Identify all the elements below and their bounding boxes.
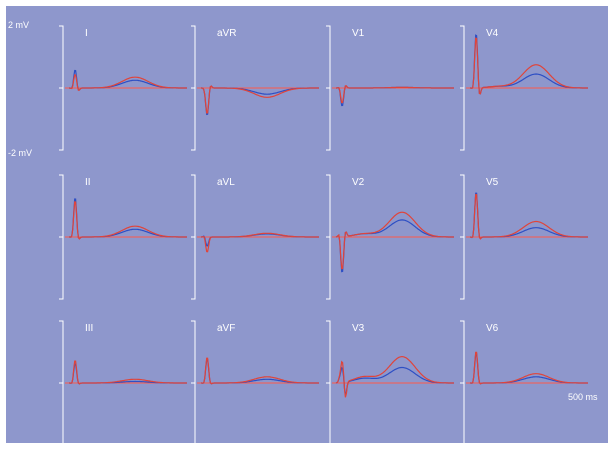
lead-v4: V4 (460, 25, 588, 151)
lead-label: I (85, 28, 88, 39)
lead-label: V3 (352, 323, 365, 334)
lead-trace-blue (69, 363, 187, 385)
lead-label: V5 (486, 177, 499, 188)
lead-avl: aVL (191, 174, 319, 300)
lead-v2: V2 (326, 174, 454, 300)
lead-label: V1 (352, 28, 365, 39)
lead-trace-blue (335, 219, 454, 273)
lead-label: V2 (352, 177, 365, 188)
lead-ii: II (59, 174, 187, 300)
lead-trace-red (201, 232, 319, 253)
lead-trace-red (335, 211, 454, 270)
lead-label: V4 (486, 28, 499, 39)
lead-v5: V5 (460, 174, 588, 300)
lead-trace-blue (470, 353, 588, 385)
lead-trace-blue (69, 198, 187, 240)
lead-axis (191, 320, 196, 443)
lead-trace-red (201, 357, 319, 385)
lead-trace-red (469, 193, 588, 240)
lead-trace-red (68, 74, 187, 91)
lead-axis (59, 320, 64, 443)
scale-bottom-label: -2 mV (8, 148, 32, 158)
lead-axis (326, 320, 331, 443)
lead-trace-blue (335, 366, 454, 396)
lead-label: aVR (217, 28, 236, 39)
scale-top-label: 2 mV (8, 20, 29, 30)
lead-v3: V3 (326, 320, 454, 443)
lead-trace-blue (200, 233, 319, 247)
lead-label: V6 (486, 323, 499, 334)
lead-trace-blue (470, 34, 588, 95)
lead-v1: V1 (326, 25, 454, 151)
lead-i: I (59, 25, 187, 151)
lead-avr: aVR (191, 25, 319, 151)
lead-trace-blue (336, 85, 454, 107)
lead-trace-red (470, 37, 588, 95)
lead-label: II (85, 177, 91, 188)
lead-trace-red (69, 201, 187, 240)
lead-label: III (85, 323, 93, 334)
lead-avf: aVF (191, 320, 319, 443)
lead-trace-blue (201, 85, 319, 116)
lead-trace-red (335, 355, 454, 398)
lead-trace-red (201, 85, 319, 114)
lead-trace-red (336, 85, 454, 104)
lead-trace-red (69, 360, 187, 385)
lead-axis (460, 320, 465, 443)
lead-trace-red (470, 351, 588, 385)
lead-v6: V6 (460, 320, 588, 443)
lead-trace-blue (469, 192, 588, 240)
lead-label: aVF (217, 323, 235, 334)
time-scale-label: 500 ms (568, 392, 598, 402)
lead-iii: III (59, 320, 187, 443)
lead-label: aVL (217, 177, 235, 188)
lead-trace-blue (201, 359, 319, 385)
